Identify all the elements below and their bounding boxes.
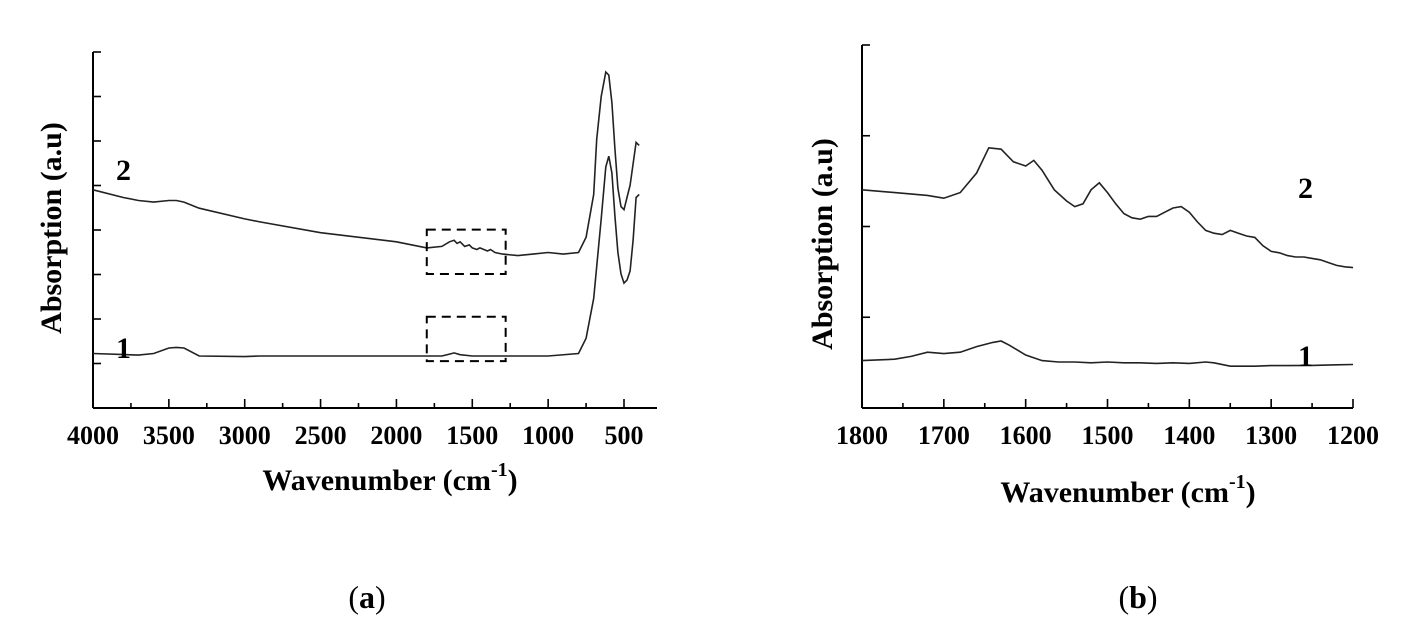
panel-b-series-1-line <box>861 340 1354 367</box>
panel-b-x-tick-label: 1200 <box>1327 421 1379 450</box>
panel-a-annotations <box>425 228 507 363</box>
panel-b-x-tick-label: 1800 <box>836 421 888 450</box>
panel-a-x-tick-label: 1500 <box>446 421 498 450</box>
panel-a: 4000 3500 3000 2500 2000 1500 1000 500 2 1 Abso… <box>35 51 657 615</box>
panel-b-x-axis-title: Wavenumber (cm-1) <box>1000 471 1255 509</box>
panel-b-series-label-1: 1 <box>1298 340 1313 373</box>
panel-a-caption-open: ( <box>348 579 359 615</box>
panel-b-series-2-line <box>861 146 1354 269</box>
panel-a-caption-letter: a <box>359 579 375 615</box>
panel-a-x-tick-label: 3000 <box>219 421 271 450</box>
panel-b-series-label-2: 2 <box>1298 172 1313 205</box>
panel-b-x-tick-label: 1500 <box>1082 421 1134 450</box>
panel-b-x-tick-label: 1700 <box>918 421 970 450</box>
panel-a-x-tick-label: 2500 <box>295 421 347 450</box>
panel-b-caption: (b) <box>1118 579 1157 615</box>
panel-a-series <box>92 70 640 358</box>
panel-a-x-ticks: 4000 3500 3000 2500 2000 1500 1000 500 <box>67 399 644 450</box>
panel-b-x-axis-title-superscript: -1 <box>1229 471 1246 493</box>
panel-b-x-tick-label: 1600 <box>1000 421 1052 450</box>
panel-a-x-tick-label: 1000 <box>522 421 574 450</box>
panel-b-caption-letter: b <box>1129 579 1147 615</box>
panel-a-x-tick-label: 4000 <box>67 421 119 450</box>
panel-a-x-axis-title-tail: ) <box>508 464 518 497</box>
panel-b-y-ticks <box>862 44 870 409</box>
panel-a-series-label-1: 1 <box>116 332 131 365</box>
panel-b-series <box>861 146 1354 367</box>
panel-a-series-1-line <box>92 155 640 358</box>
panel-a-x-axis-title-superscript: -1 <box>491 459 508 481</box>
panel-a-y-axis-title: Absorption (a.u) <box>35 122 68 334</box>
panel-a-series-2-line <box>92 70 640 257</box>
panel-a-zoom-box-series-1 <box>425 315 507 363</box>
panel-b-x-tick-label: 1400 <box>1163 421 1215 450</box>
panel-a-series-label-2: 2 <box>116 154 131 187</box>
panel-a-x-axis-title-main: Wavenumber (cm <box>262 464 491 497</box>
panel-a-caption: (a) <box>348 579 385 615</box>
panel-b-x-tick-label: 1300 <box>1245 421 1297 450</box>
panel-b-y-axis-title: Absorption (a.u) <box>806 138 839 350</box>
panel-b-x-axis-title-tail: ) <box>1246 476 1256 509</box>
panel-a-x-tick-label: 2000 <box>370 421 422 450</box>
panel-b-x-axis-title-main: Wavenumber (cm <box>1000 476 1229 509</box>
panel-b-caption-close: ) <box>1147 579 1158 615</box>
panel-b-caption-open: ( <box>1118 579 1129 615</box>
panel-a-y-ticks <box>93 51 101 409</box>
panel-b-x-ticks: 1800 1700 1600 1500 1400 1300 1200 <box>836 399 1379 450</box>
panel-b: 1800 1700 1600 1500 1400 1300 1200 2 1 Absorpt… <box>806 44 1379 615</box>
panel-a-caption-close: ) <box>375 579 386 615</box>
panel-a-x-tick-label: 3500 <box>143 421 195 450</box>
panel-a-x-tick-label: 500 <box>605 421 644 450</box>
panel-a-x-axis-title: Wavenumber (cm-1) <box>262 459 517 497</box>
